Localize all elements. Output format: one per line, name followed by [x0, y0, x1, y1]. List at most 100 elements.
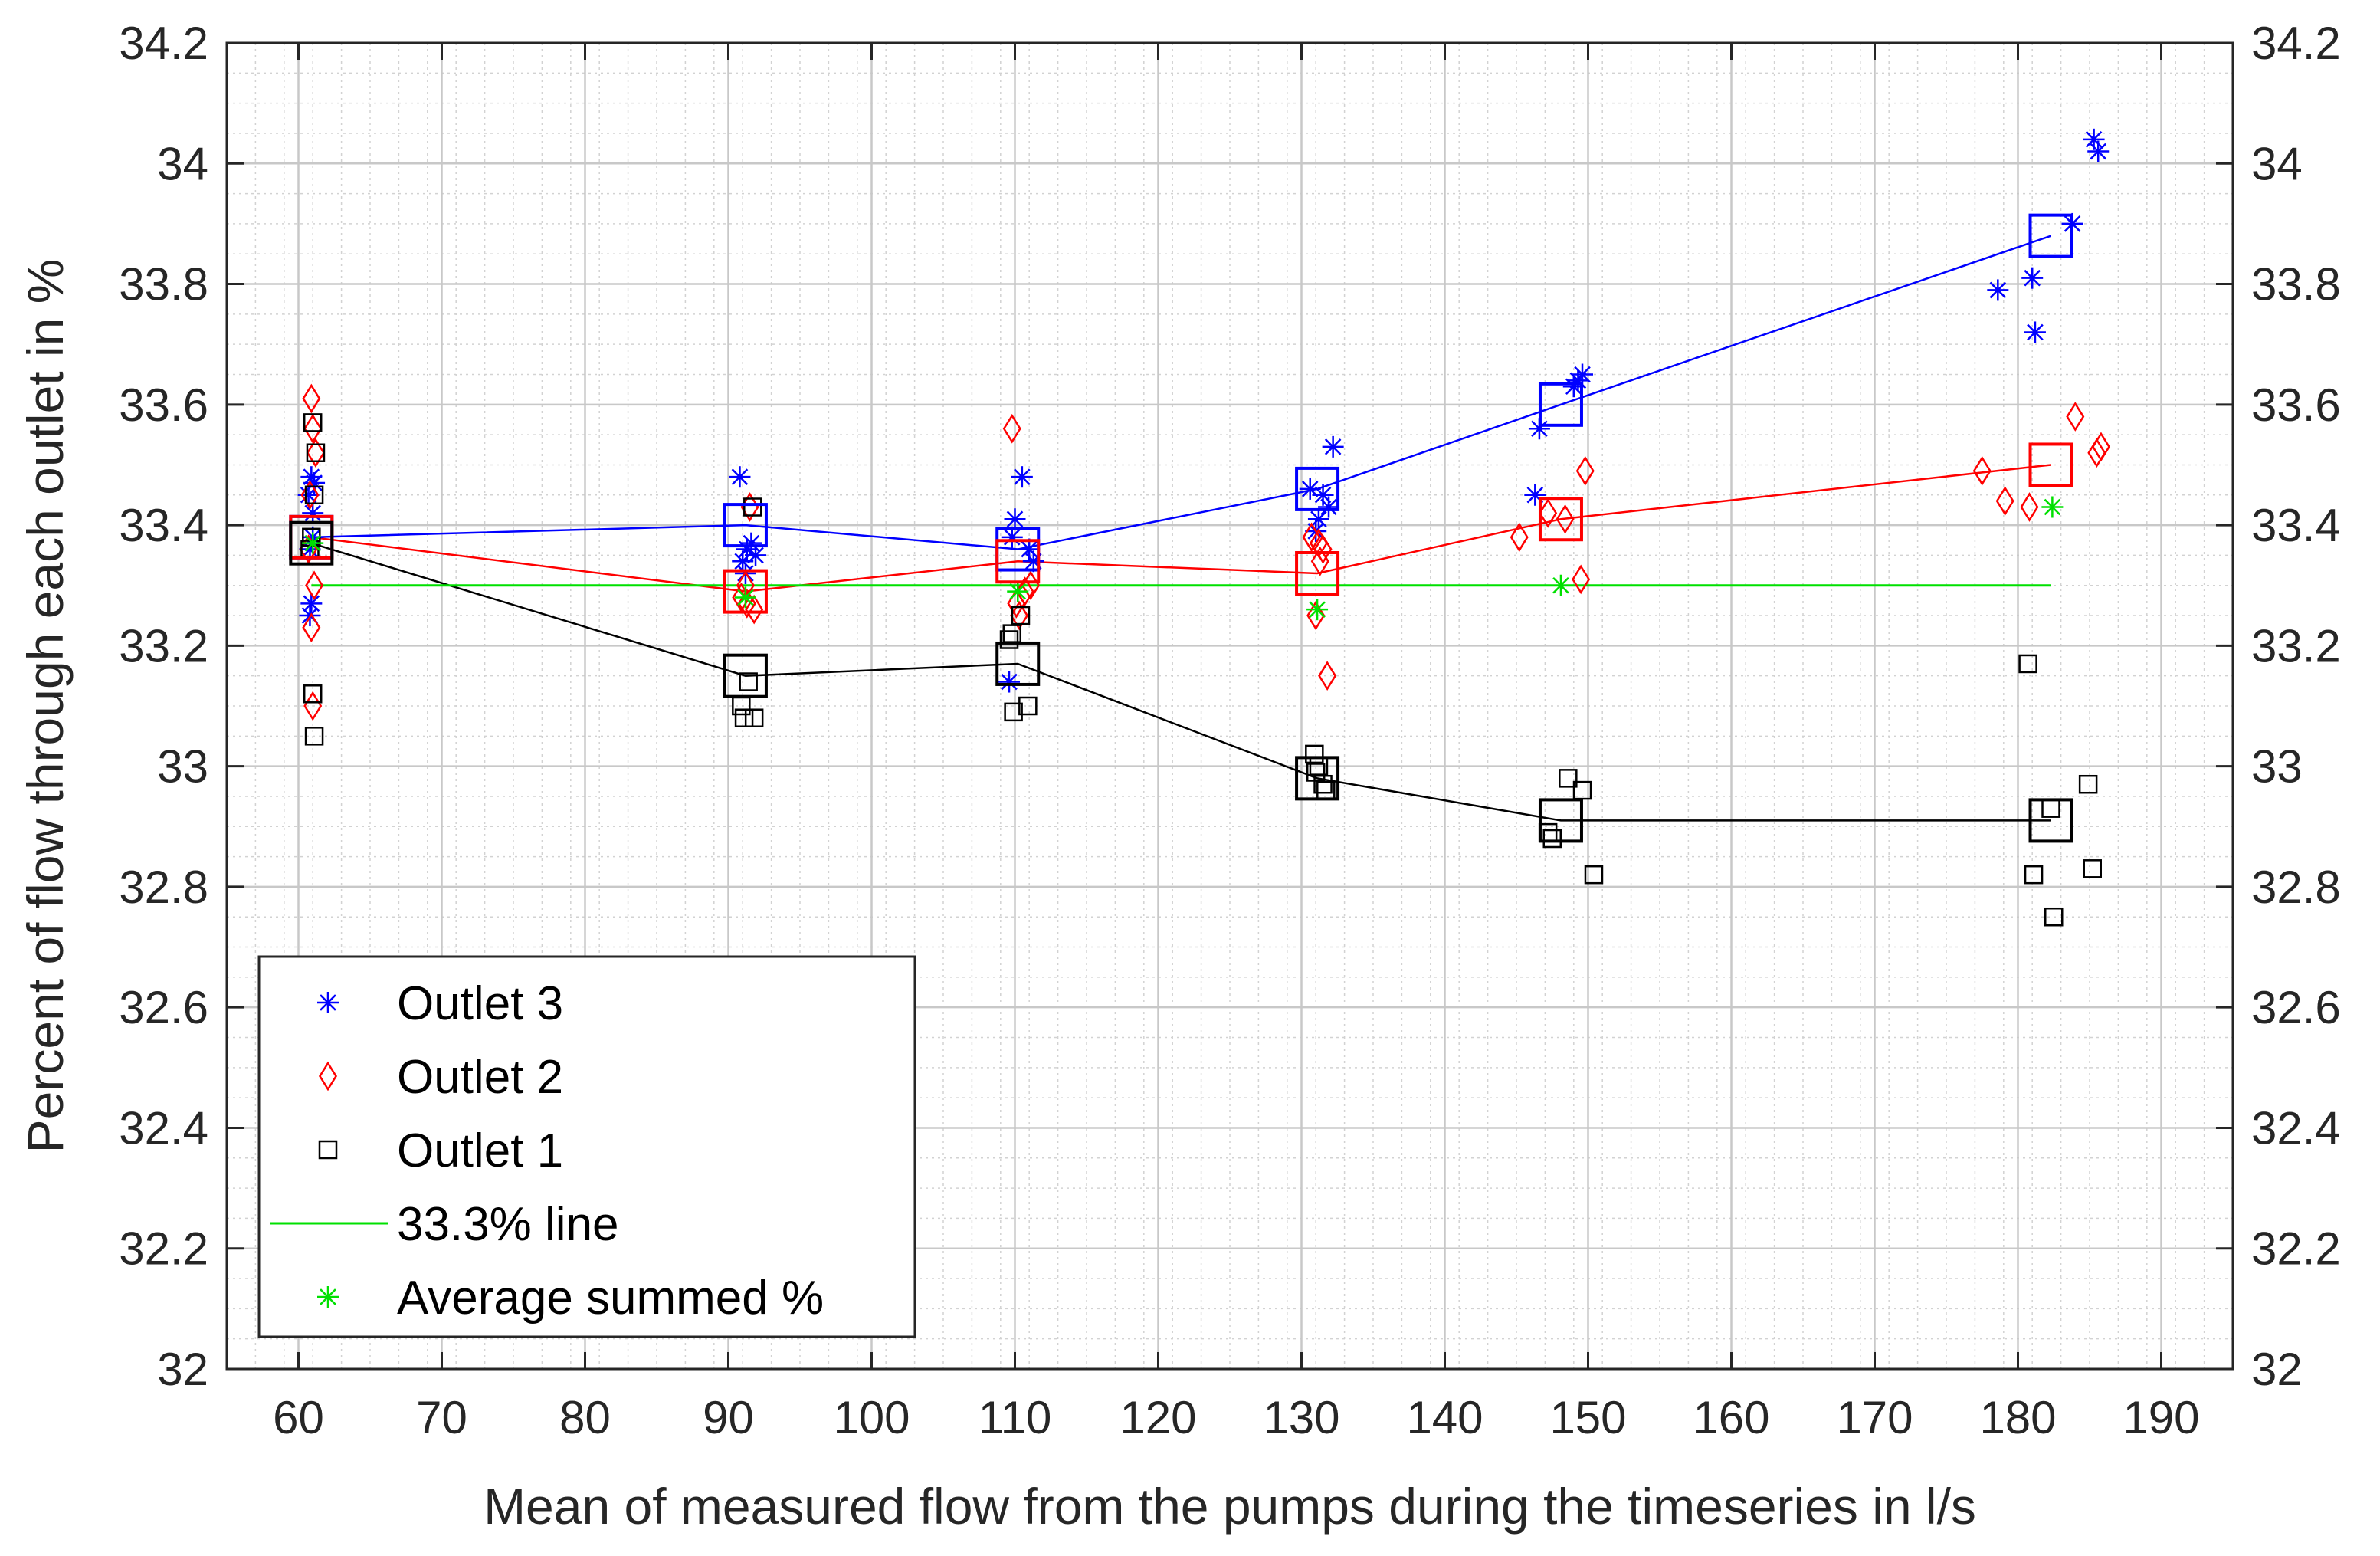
data-point-asterisk [2024, 321, 2046, 343]
data-point-square [304, 485, 324, 505]
y-tick-label-left: 32.4 [119, 1102, 208, 1154]
data-point-square [1004, 702, 1023, 722]
data-point-square [999, 630, 1019, 649]
y-tick-label-right: 34 [2251, 138, 2303, 189]
mean-marker-square [1295, 551, 1340, 596]
plot-lines [310, 235, 2051, 822]
y-tick-label-left: 33.2 [119, 620, 208, 671]
data-point-diamond [1539, 497, 1558, 528]
legend-label: 33.3% line [397, 1198, 619, 1251]
data-point-asterisk [729, 466, 751, 488]
y-tick-label-left: 32.6 [119, 982, 208, 1033]
mean-marker-square [1295, 466, 1340, 511]
data-point-asterisk [1524, 484, 1546, 506]
data-point-square [2024, 865, 2044, 885]
data-point-diamond [1995, 486, 2014, 517]
data-point-asterisk [734, 586, 756, 609]
data-point-asterisk [1987, 279, 2009, 301]
data-point-square [303, 684, 323, 704]
y-tick-label-right: 32.2 [2251, 1223, 2341, 1275]
data-point-asterisk [2021, 267, 2044, 289]
mean-marker-square [2028, 442, 2073, 487]
y-tick-label-right: 33.4 [2251, 500, 2341, 551]
data-point-square [743, 497, 762, 517]
data-point-asterisk [1549, 574, 1572, 596]
data-point-diamond [1972, 455, 1992, 486]
mean-marker-square [2028, 798, 2073, 843]
y-tick-label-right: 32.6 [2251, 982, 2341, 1033]
data-point-diamond [2091, 432, 2110, 462]
y-tick-label-right: 33.2 [2251, 620, 2341, 671]
data-point-diamond [302, 612, 321, 643]
mean-marker-square [723, 653, 768, 698]
data-point-diamond [1510, 522, 1529, 553]
data-point-square [744, 708, 764, 727]
data-point-diamond [2020, 492, 2039, 522]
data-point-square [2083, 859, 2102, 878]
data-point-asterisk [2087, 140, 2110, 162]
x-tick-label: 140 [1406, 1392, 1483, 1443]
data-point-asterisk [1307, 508, 1329, 530]
y-axis-title: Percent of flow through each outlet in % [17, 259, 74, 1154]
data-point-asterisk [1001, 526, 1023, 548]
y-tick-label-left: 33.4 [119, 500, 208, 551]
legend-marker-asterisk [317, 1286, 339, 1308]
y-tick-label-left: 32.8 [119, 862, 208, 913]
x-tick-label: 190 [2123, 1392, 2199, 1443]
data-point-asterisk [1306, 599, 1329, 621]
y-tick-label-left: 33 [157, 741, 208, 793]
data-point-diamond [1572, 564, 1591, 595]
x-axis-title: Mean of measured flow from the pumps dur… [484, 1478, 1976, 1535]
data-point-diamond [2066, 402, 2085, 432]
mean-marker-square [2028, 213, 2073, 258]
plot-frame [225, 41, 2234, 1371]
x-tick-label: 60 [273, 1392, 324, 1443]
data-point-asterisk [1004, 508, 1026, 530]
data-point-square [1306, 763, 1326, 782]
legend-label: Outlet 1 [397, 1124, 563, 1177]
data-point-square [1018, 696, 1038, 716]
data-point-asterisk [300, 593, 323, 615]
data-point-diamond [1310, 546, 1329, 576]
data-point-diamond [1318, 661, 1337, 691]
x-tick-label: 150 [1549, 1392, 1626, 1443]
x-tick-label: 180 [1979, 1392, 2056, 1443]
mean-line [311, 235, 2051, 550]
data-point-asterisk [1572, 363, 1594, 386]
data-point-square [1559, 769, 1578, 788]
data-point-square [734, 708, 754, 727]
x-tick-label: 170 [1836, 1392, 1913, 1443]
data-point-asterisk [1011, 466, 1033, 488]
data-point-diamond [2087, 438, 2106, 468]
mean-marker-square [995, 641, 1041, 686]
x-tick-label: 120 [1120, 1392, 1196, 1443]
mean-marker-square [1538, 382, 1583, 427]
x-tick-label: 70 [416, 1392, 467, 1443]
mean-marker-square [723, 569, 768, 614]
data-point-diamond [1002, 413, 1021, 444]
x-tick-label: 130 [1263, 1392, 1339, 1443]
legend-box [257, 955, 916, 1338]
data-point-diamond [302, 383, 321, 414]
mean-marker-square [995, 539, 1041, 584]
y-tick-label-left: 33.6 [119, 379, 208, 431]
x-tick-label: 110 [979, 1392, 1052, 1443]
legend: Outlet 3 Outlet 2 Outlet 1 33.3% line Averag… [257, 955, 916, 1338]
y-tick-label-right: 32.4 [2251, 1102, 2341, 1154]
y-tick-label-right: 33 [2251, 741, 2303, 793]
data-point-square [1011, 606, 1031, 625]
y-tick-label-left: 33.8 [119, 259, 208, 310]
x-tick-label: 90 [703, 1392, 754, 1443]
y-tick-label-right: 32 [2251, 1344, 2303, 1395]
data-point-diamond [300, 480, 320, 510]
data-point-asterisk [302, 502, 324, 524]
data-point-diamond [732, 583, 751, 612]
data-point-asterisk [302, 532, 324, 554]
mean-marker-square [1295, 756, 1340, 801]
data-point-square [739, 672, 758, 691]
y-tick-label-left: 32.2 [119, 1223, 208, 1275]
data-point-asterisk [2041, 496, 2064, 518]
data-point-diamond [745, 594, 764, 625]
legend-marker-square [318, 1140, 338, 1160]
